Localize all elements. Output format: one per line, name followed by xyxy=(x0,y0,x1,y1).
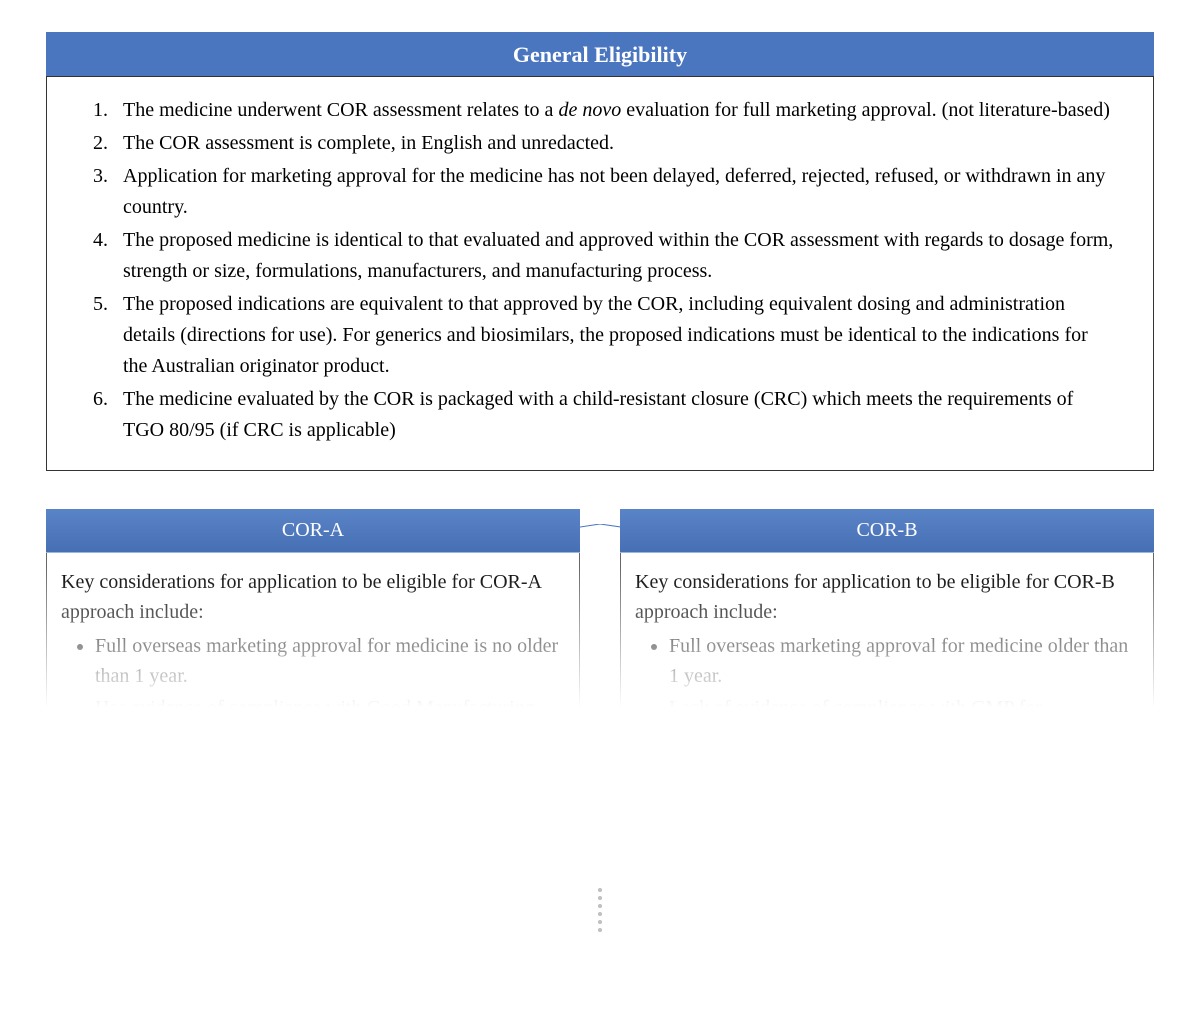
item-text: Application for marketing approval for t… xyxy=(123,165,1105,218)
dot-icon xyxy=(598,888,602,892)
item-text: The COR assessment is complete, in Engli… xyxy=(123,132,614,154)
general-eligibility-box: The medicine underwent COR assessment re… xyxy=(46,76,1154,471)
item-text: The proposed medicine is identical to th… xyxy=(123,229,1113,282)
dot-icon xyxy=(598,896,602,900)
branch-row: COR-A Key considerations for application… xyxy=(46,509,1154,755)
bullet-item: Lack of evidence of compliance with GMP … xyxy=(669,693,1139,753)
item-text: The medicine evaluated by the COR is pac… xyxy=(123,388,1073,441)
branch-cor-a: COR-A Key considerations for application… xyxy=(46,509,580,755)
branch-cor-b: COR-B Key considerations for application… xyxy=(620,509,1154,755)
dot-icon xyxy=(598,904,602,908)
dot-icon xyxy=(598,912,602,916)
item-text: evaluation for full marketing approval. … xyxy=(621,99,1110,121)
list-item: The COR assessment is complete, in Engli… xyxy=(113,128,1117,159)
item-emphasis: de novo xyxy=(558,99,621,121)
diagram-canvas: General Eligibility The medicine underwe… xyxy=(0,0,1200,1022)
list-item: The proposed indications are equivalent … xyxy=(113,289,1117,382)
list-item: The medicine evaluated by the COR is pac… xyxy=(113,384,1117,446)
branch-header: COR-A xyxy=(46,509,580,553)
bullet-text: Lack of evidence of compliance with GMP … xyxy=(669,697,1042,749)
dot-icon xyxy=(598,920,602,924)
branch-intro: Key considerations for application to be… xyxy=(61,567,565,627)
bullet-text: Full overseas marketing approval for med… xyxy=(669,635,1128,687)
eligibility-list: The medicine underwent COR assessment re… xyxy=(83,95,1117,446)
branch-header: COR-B xyxy=(620,509,1154,553)
list-item: The medicine underwent COR assessment re… xyxy=(113,95,1117,126)
bullet-text: Has evidence of compliance with Good Man… xyxy=(95,697,535,749)
main-header: General Eligibility xyxy=(46,32,1154,76)
item-text: The medicine underwent COR assessment re… xyxy=(123,99,558,121)
branch-intro: Key considerations for application to be… xyxy=(635,567,1139,627)
list-item: The proposed medicine is identical to th… xyxy=(113,225,1117,287)
bullet-text: Full overseas marketing approval for med… xyxy=(95,635,558,687)
branch-bullets: Full overseas marketing approval for med… xyxy=(635,631,1139,753)
branch-body: Key considerations for application to be… xyxy=(620,553,1154,753)
item-text: The proposed indications are equivalent … xyxy=(123,293,1088,377)
bullet-item: Has evidence of compliance with Good Man… xyxy=(95,693,565,753)
branch-body: Key considerations for application to be… xyxy=(46,553,580,753)
bullet-item: Full overseas marketing approval for med… xyxy=(669,631,1139,691)
list-item: Application for marketing approval for t… xyxy=(113,161,1117,223)
continuation-dots xyxy=(598,888,602,932)
bullet-item: Full overseas marketing approval for med… xyxy=(95,631,565,691)
dot-icon xyxy=(598,928,602,932)
branch-bullets: Full overseas marketing approval for med… xyxy=(61,631,565,753)
